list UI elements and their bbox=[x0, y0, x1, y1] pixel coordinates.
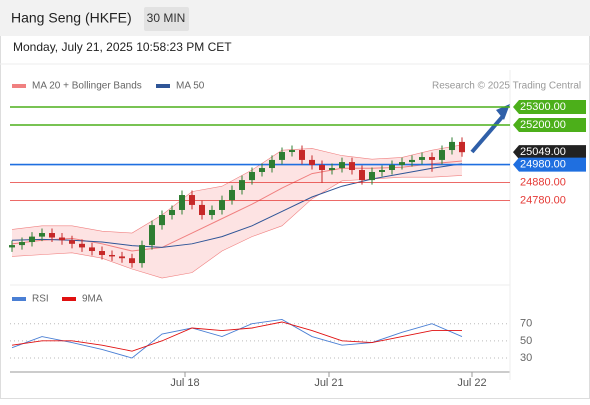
level-label: 25300.00 bbox=[520, 101, 566, 113]
candle-body bbox=[239, 180, 245, 190]
legend-label: MA 50 bbox=[176, 81, 205, 92]
candle-body bbox=[439, 150, 445, 160]
candle-body bbox=[409, 159, 415, 163]
candle-body bbox=[19, 242, 25, 246]
moving-average bbox=[11, 163, 463, 248]
candle-body bbox=[109, 254, 115, 257]
indicator-line bbox=[11, 318, 463, 359]
forecast-arrow bbox=[470, 114, 505, 154]
candle-body bbox=[49, 233, 55, 238]
candle-body bbox=[429, 157, 435, 160]
timeframe[interactable]: 30 MIN bbox=[147, 11, 186, 25]
candle-body bbox=[359, 170, 365, 181]
x-tick-label: Jul 21 bbox=[314, 377, 343, 389]
level-tag bbox=[513, 118, 586, 133]
candle-body bbox=[299, 150, 305, 160]
candle-body bbox=[249, 171, 255, 181]
candle-body bbox=[119, 256, 125, 259]
candle-body bbox=[179, 195, 185, 210]
candle-body bbox=[99, 251, 105, 255]
candle-body bbox=[369, 171, 375, 181]
candle-body bbox=[379, 170, 385, 172]
candle-body bbox=[279, 152, 285, 160]
header-bar bbox=[0, 0, 590, 36]
datetime: Monday, July 21, 2025 10:58:23 PM CET bbox=[13, 40, 232, 54]
level-label: 24780.00 bbox=[520, 195, 566, 207]
level-tag bbox=[513, 145, 586, 160]
x-tick-label: Jul 18 bbox=[170, 377, 199, 389]
candle-body bbox=[79, 243, 85, 248]
credit: Research © 2025 Trading Central bbox=[432, 81, 581, 92]
candle-body bbox=[399, 162, 405, 165]
candle-body bbox=[129, 258, 135, 264]
candle-body bbox=[389, 164, 395, 171]
x-tick-label: Jul 22 bbox=[457, 377, 486, 389]
legend-swatch bbox=[12, 297, 26, 301]
legend-swatch bbox=[12, 84, 26, 88]
candle-body bbox=[209, 209, 215, 216]
candle-body bbox=[349, 162, 355, 171]
candle-body bbox=[269, 159, 275, 169]
candle-body bbox=[339, 162, 345, 169]
candle-body bbox=[139, 245, 145, 264]
legend-label: RSI bbox=[32, 294, 49, 305]
candle-body bbox=[159, 215, 165, 226]
title: Hang Seng (HKFE) bbox=[11, 10, 132, 26]
candle-body bbox=[169, 209, 175, 216]
candle-body bbox=[59, 237, 65, 241]
y-tick-label: 50 bbox=[520, 335, 532, 347]
bollinger-lower bbox=[11, 175, 463, 279]
level-tag bbox=[513, 100, 586, 115]
indicator-line bbox=[11, 321, 462, 352]
candle-body bbox=[229, 189, 235, 201]
candle-body bbox=[29, 236, 35, 243]
candle-body bbox=[9, 245, 15, 248]
candle-body bbox=[309, 159, 315, 165]
timeframe-button[interactable] bbox=[144, 7, 189, 31]
candle-body bbox=[419, 157, 425, 160]
level-tag bbox=[513, 157, 586, 172]
legend-swatch bbox=[156, 84, 170, 88]
level-label: 25049.00 bbox=[520, 146, 566, 158]
candle-body bbox=[259, 168, 265, 172]
candle-body bbox=[199, 204, 205, 216]
legend-label: 9MA bbox=[82, 294, 103, 305]
candle-body bbox=[39, 233, 45, 237]
y-tick-label: 70 bbox=[520, 318, 532, 330]
candle-body bbox=[319, 164, 325, 171]
candle-body bbox=[189, 195, 195, 205]
candle-body bbox=[89, 247, 95, 252]
legend-label: MA 20 + Bollinger Bands bbox=[32, 81, 142, 92]
candle-body bbox=[329, 168, 335, 171]
forecast-arrowhead bbox=[496, 104, 510, 120]
bollinger-upper bbox=[11, 144, 463, 234]
candle-body bbox=[289, 150, 295, 153]
candle-body bbox=[459, 141, 465, 153]
level-label: 25200.00 bbox=[520, 119, 566, 131]
level-label: 24980.00 bbox=[520, 159, 566, 171]
candle-body bbox=[69, 240, 75, 244]
y-tick-label: 30 bbox=[520, 352, 532, 364]
candle-body bbox=[219, 200, 225, 210]
level-label: 24880.00 bbox=[520, 177, 566, 189]
candle-body bbox=[149, 225, 155, 246]
candle-body bbox=[449, 141, 455, 151]
legend-swatch bbox=[62, 297, 76, 301]
